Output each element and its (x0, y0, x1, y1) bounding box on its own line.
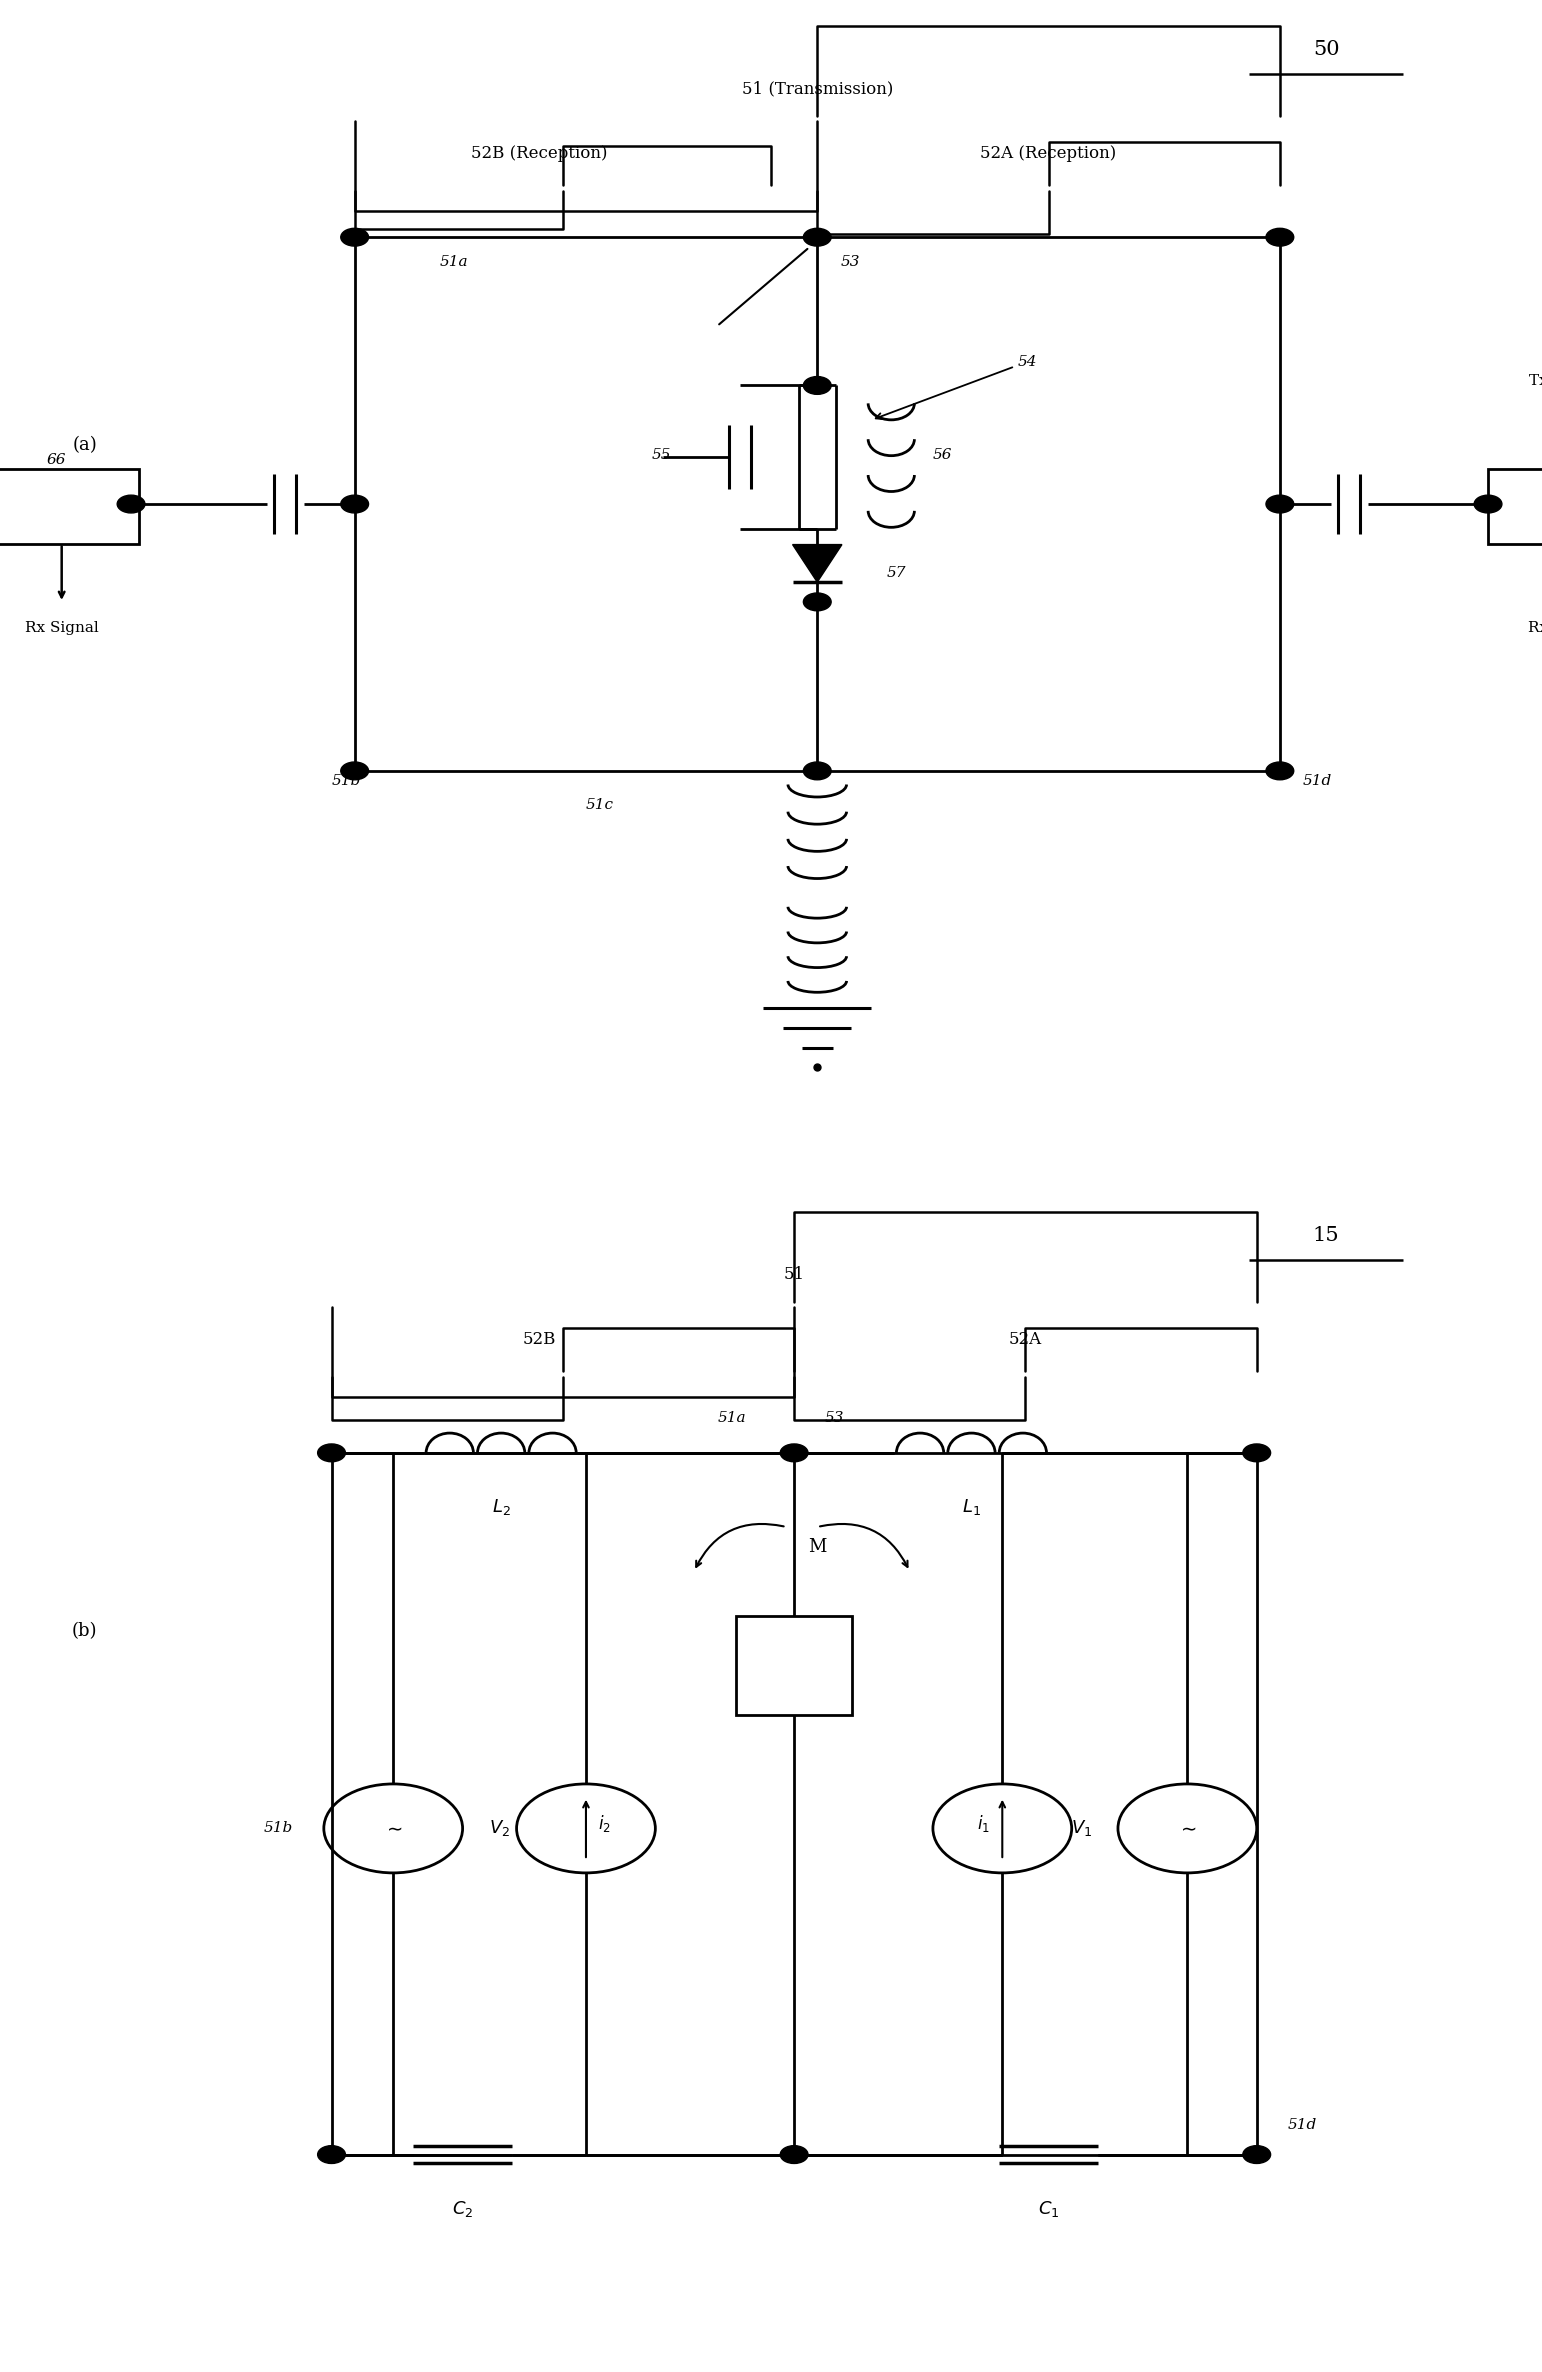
Text: $V_2$: $V_2$ (489, 1819, 510, 1838)
Text: Rx Signal: Rx Signal (25, 621, 99, 636)
Text: $\sim$: $\sim$ (382, 1819, 404, 1838)
Circle shape (341, 228, 369, 247)
FancyBboxPatch shape (1488, 470, 1542, 543)
Text: 52A (Reception): 52A (Reception) (981, 145, 1116, 161)
Text: 53: 53 (825, 1411, 845, 1426)
Text: (a): (a) (72, 436, 97, 453)
Text: $L_1$: $L_1$ (962, 1497, 981, 1518)
Text: 51b: 51b (264, 1822, 293, 1836)
Text: (b): (b) (72, 1622, 97, 1639)
Polygon shape (793, 546, 842, 581)
Circle shape (1243, 2147, 1271, 2163)
Circle shape (117, 496, 145, 512)
Text: 51a: 51a (719, 1411, 746, 1426)
Text: $i_1$: $i_1$ (978, 1812, 990, 1834)
Text: 51b: 51b (332, 773, 361, 788)
Text: 50: 50 (1312, 40, 1340, 59)
Text: TRSW: TRSW (40, 500, 83, 512)
Text: $L_2$: $L_2$ (492, 1497, 510, 1518)
Text: $C_1$: $C_1$ (1038, 2199, 1059, 2218)
Text: 15: 15 (1312, 1226, 1340, 1245)
Text: 52B (Reception): 52B (Reception) (472, 145, 608, 161)
Text: 56: 56 (933, 448, 953, 463)
FancyBboxPatch shape (0, 470, 139, 543)
Circle shape (803, 761, 831, 780)
Text: $\sim$: $\sim$ (1177, 1819, 1198, 1838)
Text: 51c: 51c (586, 799, 614, 814)
Text: 51a: 51a (439, 254, 469, 268)
Text: 51d: 51d (1303, 773, 1332, 788)
Circle shape (1266, 761, 1294, 780)
Circle shape (780, 1445, 808, 1461)
Text: X: X (788, 1656, 800, 1675)
Circle shape (803, 377, 831, 394)
Circle shape (803, 593, 831, 612)
Text: 52A: 52A (1008, 1331, 1042, 1347)
Circle shape (803, 228, 831, 247)
Circle shape (341, 496, 369, 512)
Text: M: M (808, 1537, 827, 1556)
Text: 55: 55 (651, 448, 671, 463)
Circle shape (341, 761, 369, 780)
Circle shape (318, 1445, 345, 1461)
Circle shape (1266, 228, 1294, 247)
Text: $C_2$: $C_2$ (452, 2199, 473, 2218)
Circle shape (1266, 496, 1294, 512)
Text: Rx Signal: Rx Signal (1528, 621, 1542, 636)
FancyBboxPatch shape (737, 1615, 853, 1715)
Text: 51d: 51d (1288, 2118, 1317, 2132)
Text: 53: 53 (840, 254, 860, 268)
Circle shape (780, 2147, 808, 2163)
Circle shape (1243, 1445, 1271, 1461)
Text: $V_1$: $V_1$ (1070, 1819, 1092, 1838)
Circle shape (318, 2147, 345, 2163)
Text: $i_2$: $i_2$ (598, 1812, 611, 1834)
Text: 52B: 52B (523, 1331, 557, 1347)
Text: 57: 57 (887, 567, 907, 581)
Text: 51 (Transmission): 51 (Transmission) (742, 81, 893, 97)
Text: Tx Signal: Tx Signal (1530, 372, 1542, 387)
Text: 51: 51 (783, 1267, 805, 1283)
Text: 54: 54 (876, 356, 1038, 420)
Text: 66: 66 (46, 453, 66, 467)
Circle shape (1474, 496, 1502, 512)
